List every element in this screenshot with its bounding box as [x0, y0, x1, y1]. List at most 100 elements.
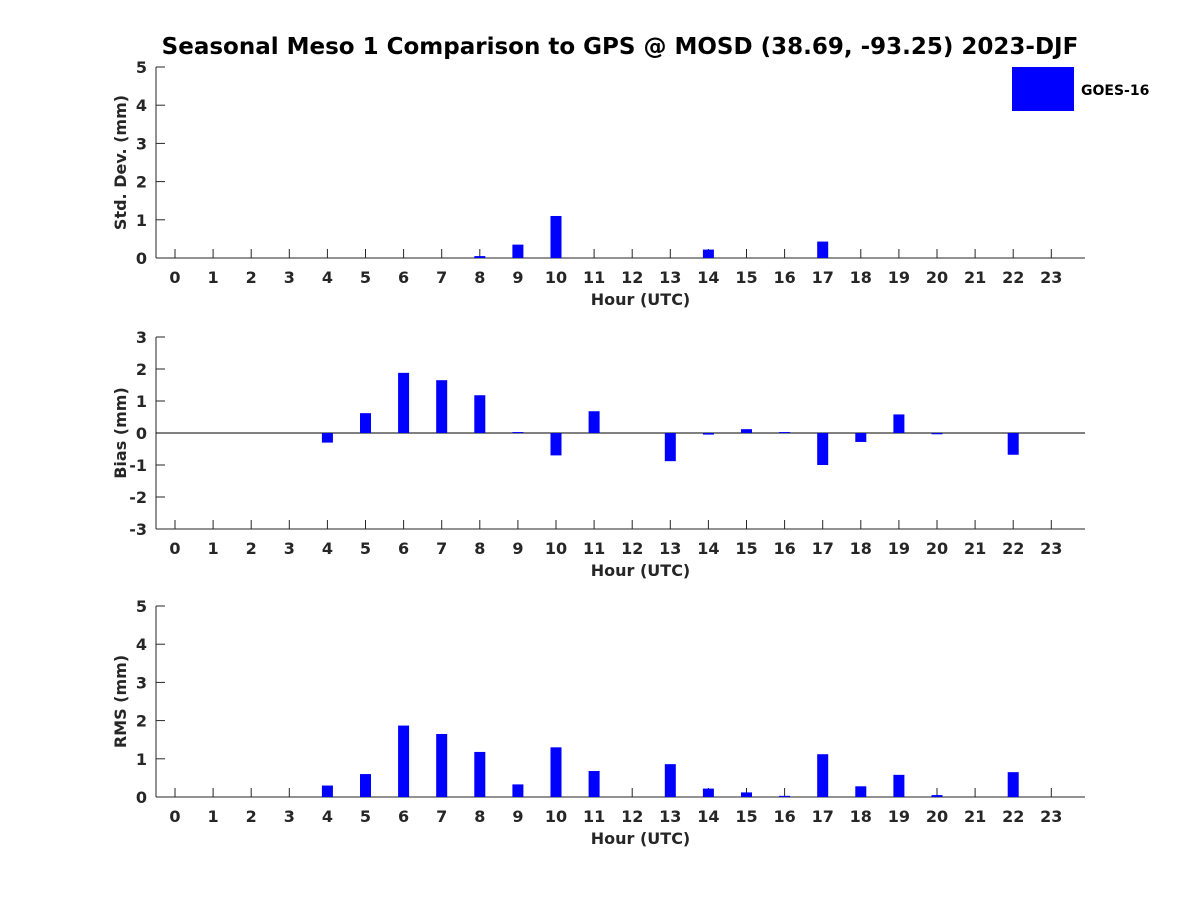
y-tick-label: 2 [136, 360, 147, 379]
x-tick-label: 11 [583, 807, 605, 826]
x-tick-label: 4 [322, 268, 333, 287]
x-tick-label: 19 [888, 268, 910, 287]
bar [817, 433, 829, 465]
bar [664, 433, 676, 462]
x-tick-label: 16 [773, 539, 795, 558]
x-tick-label: 5 [360, 539, 371, 558]
bar [512, 784, 524, 797]
x-tick-label: 6 [398, 268, 409, 287]
y-tick-label: 1 [136, 211, 147, 230]
x-tick-label: 13 [659, 807, 681, 826]
bar [588, 771, 600, 797]
x-tick-label: 5 [360, 268, 371, 287]
bar [474, 256, 486, 258]
x-tick-label: 17 [812, 268, 834, 287]
bar [664, 764, 676, 797]
x-tick-label: 12 [621, 268, 643, 287]
bar [893, 774, 905, 797]
x-tick-label: 14 [697, 268, 719, 287]
y-tick-label: 4 [136, 635, 147, 654]
x-tick-label: 0 [169, 807, 180, 826]
y-tick-label: 4 [136, 96, 147, 115]
x-tick-label: 12 [621, 807, 643, 826]
x-tick-label: 21 [964, 807, 986, 826]
y-tick-label: 3 [136, 328, 147, 347]
y-tick-label: 0 [136, 249, 147, 268]
x-tick-label: 23 [1040, 807, 1062, 826]
x-tick-label: 10 [545, 268, 567, 287]
x-tick-label: 15 [735, 807, 757, 826]
x-tick-label: 0 [169, 268, 180, 287]
y-tick-label: 1 [136, 392, 147, 411]
bar [398, 725, 410, 797]
bar [321, 785, 333, 797]
y-tick-label: 0 [136, 788, 147, 807]
bar [436, 733, 448, 797]
bar [855, 433, 867, 442]
y-tick-label: 3 [136, 673, 147, 692]
x-tick-label: 18 [850, 807, 872, 826]
x-tick-label: 2 [246, 539, 257, 558]
x-tick-label: 10 [545, 807, 567, 826]
bar [360, 413, 371, 433]
bar [817, 241, 829, 258]
x-tick-label: 17 [812, 807, 834, 826]
legend-label: GOES-16 [1081, 83, 1149, 99]
bar [702, 788, 714, 797]
bar [741, 429, 752, 433]
x-tick-label: 18 [850, 268, 872, 287]
x-tick-label: 1 [208, 539, 219, 558]
y-axis-label: RMS (mm) [111, 655, 130, 748]
bar [931, 795, 943, 797]
bar [1007, 772, 1019, 797]
x-tick-label: 20 [926, 539, 948, 558]
x-tick-label: 11 [583, 268, 605, 287]
bar [855, 786, 867, 797]
x-axis-label: Hour (UTC) [591, 829, 691, 848]
y-tick-label: -1 [129, 456, 147, 475]
bar [436, 380, 448, 433]
x-tick-label: 1 [208, 807, 219, 826]
legend: GOES-16 [1012, 67, 1149, 111]
x-tick-label: 15 [735, 539, 757, 558]
x-tick-label: 20 [926, 268, 948, 287]
bar [779, 795, 791, 797]
x-tick-label: 2 [246, 268, 257, 287]
bar [474, 395, 486, 433]
x-tick-label: 3 [284, 807, 295, 826]
chart-title: Seasonal Meso 1 Comparison to GPS @ MOSD… [162, 34, 1079, 60]
x-tick-label: 1 [208, 268, 219, 287]
x-tick-label: 7 [436, 539, 447, 558]
x-tick-label: 9 [512, 539, 523, 558]
x-tick-label: 7 [436, 268, 447, 287]
bar [931, 433, 943, 435]
x-tick-label: 8 [474, 539, 485, 558]
x-tick-label: 0 [169, 539, 180, 558]
bar [779, 432, 791, 434]
bar [474, 751, 486, 797]
x-tick-label: 3 [284, 268, 295, 287]
bar [512, 244, 524, 258]
x-tick-label: 16 [773, 268, 795, 287]
legend-swatch [1012, 67, 1074, 111]
x-tick-label: 6 [398, 807, 409, 826]
x-tick-label: 12 [621, 539, 643, 558]
y-tick-label: 1 [136, 750, 147, 769]
x-tick-label: 23 [1040, 539, 1062, 558]
bar [360, 774, 371, 797]
x-tick-label: 16 [773, 807, 795, 826]
bar [398, 372, 410, 433]
bar [1007, 433, 1019, 455]
bar [512, 432, 524, 434]
x-tick-label: 22 [1002, 539, 1024, 558]
y-tick-label: 2 [136, 712, 147, 731]
x-tick-label: 6 [398, 539, 409, 558]
x-tick-label: 3 [284, 539, 295, 558]
bar [817, 754, 829, 797]
y-tick-label: 0 [136, 424, 147, 443]
bar [550, 215, 562, 258]
